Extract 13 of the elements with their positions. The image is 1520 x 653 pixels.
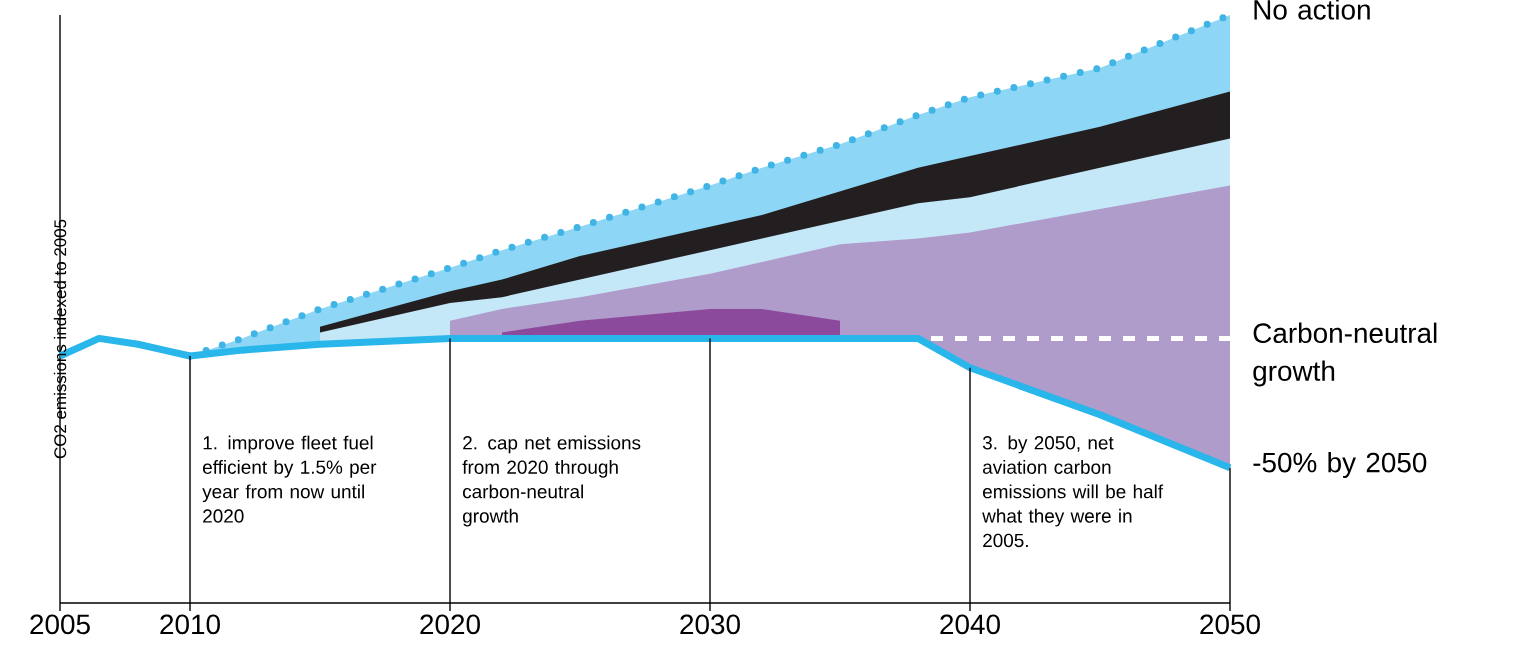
x-tick-label: 2005	[30, 614, 90, 635]
x-tick-label: 2020	[420, 614, 480, 635]
series-label: No action	[1254, 0, 1370, 20]
y-axis-title: CO2 emissions indexed to 2005	[53, 219, 67, 459]
x-tick-label: 2050	[1200, 614, 1260, 635]
x-tick-label: 2040	[940, 614, 1000, 635]
x-tick-label: 2010	[160, 614, 220, 635]
series-label: -50% by 2050	[1253, 451, 1427, 478]
series-label: Carbon-neutral growth	[1253, 322, 1437, 387]
annotation: 3. by 2050, net aviation carbon emissions will be half what they were in 2005.	[982, 435, 1164, 548]
x-tick-label: 2030	[680, 614, 740, 635]
annotation: 1. improve fleet fuel efficient by 1.5% per year from now until 2020	[202, 435, 377, 523]
annotation: 2. cap net emissions from 2020 through carbon-neutral growth	[462, 435, 641, 527]
